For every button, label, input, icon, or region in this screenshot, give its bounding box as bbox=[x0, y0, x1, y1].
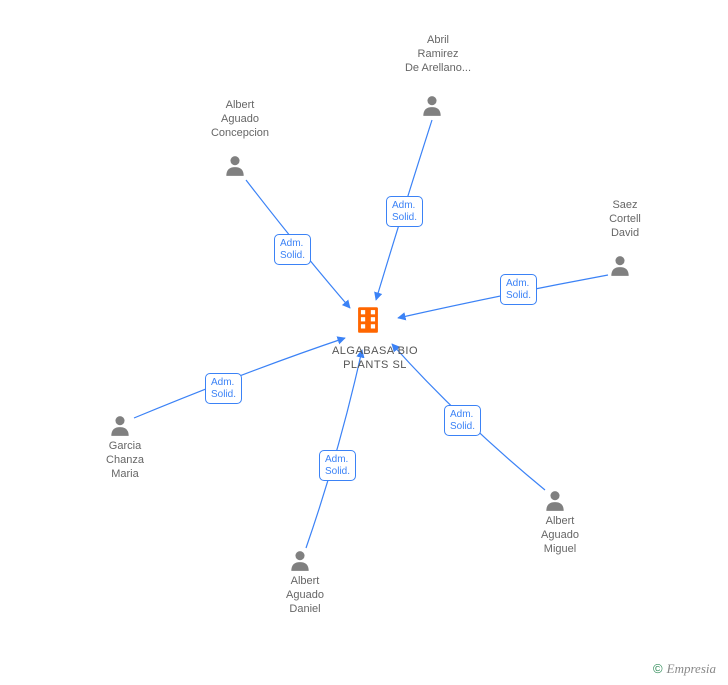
company-label: ALGABASA BIO PLANTS SL bbox=[330, 345, 420, 373]
copyright-symbol: © bbox=[653, 661, 663, 676]
person-node bbox=[607, 252, 633, 278]
person-icon bbox=[287, 547, 313, 573]
building-icon bbox=[351, 303, 385, 337]
person-node bbox=[107, 412, 133, 438]
person-node bbox=[542, 487, 568, 513]
person-icon bbox=[107, 412, 133, 438]
person-label: Albert Aguado Miguel bbox=[525, 515, 595, 556]
edge-layer bbox=[0, 0, 728, 685]
edge-label: Adm. Solid. bbox=[500, 274, 537, 305]
watermark: © Empresia bbox=[653, 661, 716, 677]
person-label: Albert Aguado Daniel bbox=[270, 575, 340, 616]
watermark-text: Empresia bbox=[667, 661, 716, 676]
edge-line bbox=[306, 350, 362, 548]
person-node bbox=[287, 547, 313, 573]
company-node bbox=[351, 303, 385, 337]
edge-label: Adm. Solid. bbox=[444, 405, 481, 436]
person-label: Saez Cortell David bbox=[590, 199, 660, 240]
edge-label: Adm. Solid. bbox=[319, 450, 356, 481]
person-label: Albert Aguado Concepcion bbox=[200, 99, 280, 140]
person-icon bbox=[607, 252, 633, 278]
person-node bbox=[419, 92, 445, 118]
person-icon bbox=[222, 152, 248, 178]
edge-label: Adm. Solid. bbox=[274, 234, 311, 265]
edge-label: Adm. Solid. bbox=[205, 373, 242, 404]
person-label: Garcia Chanza Maria bbox=[90, 440, 160, 481]
edge-label: Adm. Solid. bbox=[386, 196, 423, 227]
person-node bbox=[222, 152, 248, 178]
person-label: Abril Ramirez De Arellano... bbox=[398, 34, 478, 75]
person-icon bbox=[419, 92, 445, 118]
person-icon bbox=[542, 487, 568, 513]
